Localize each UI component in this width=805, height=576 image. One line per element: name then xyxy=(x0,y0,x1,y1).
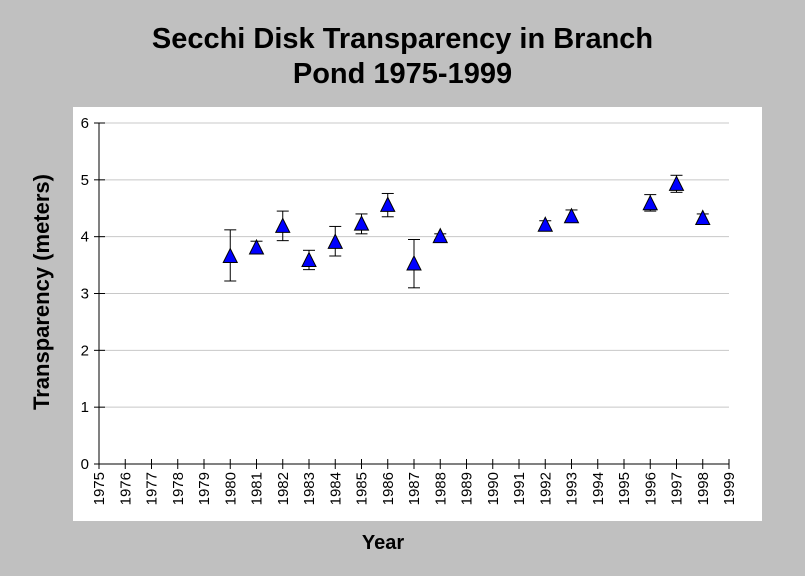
x-tick-label: 1979 xyxy=(196,472,213,505)
data-point-1983 xyxy=(301,251,317,268)
x-tick-label: 1996 xyxy=(642,472,659,505)
data-point-1981 xyxy=(248,238,265,255)
data-point-1986 xyxy=(379,196,396,212)
x-tick-label: 1990 xyxy=(485,472,502,505)
data-point-1992 xyxy=(537,216,554,232)
x-tick-label: 1983 xyxy=(301,472,318,505)
x-tick-label: 1987 xyxy=(406,472,423,505)
x-tick-label: 1975 xyxy=(91,472,108,505)
y-tick-label: 3 xyxy=(81,286,89,303)
x-tick-label: 1984 xyxy=(327,472,344,505)
x-tick-label: 1994 xyxy=(590,472,607,505)
x-tick-label: 1985 xyxy=(354,472,371,505)
x-tick-label: 1977 xyxy=(144,472,161,505)
x-tick-label: 1995 xyxy=(616,472,633,505)
x-tick-label: 1982 xyxy=(275,472,292,505)
x-tick-label: 1993 xyxy=(564,472,581,505)
y-tick-label: 5 xyxy=(81,172,89,189)
y-tick-label: 2 xyxy=(81,342,89,359)
data-point-1987 xyxy=(406,254,422,271)
y-tick-label: 0 xyxy=(81,456,89,473)
data-point-1988 xyxy=(432,227,449,244)
data-point-1984 xyxy=(327,233,344,249)
x-tick-label: 1978 xyxy=(170,472,187,505)
x-tick-label: 1989 xyxy=(459,472,476,505)
x-tick-label: 1986 xyxy=(380,472,397,505)
x-tick-label: 1988 xyxy=(432,472,449,505)
data-point-1982 xyxy=(274,217,291,233)
data-point-1985 xyxy=(353,215,370,231)
data-point-1993 xyxy=(563,207,580,224)
x-axis-label: Year xyxy=(361,532,405,554)
chart-title-line-2: Pond 1975-1999 xyxy=(292,58,513,90)
plot-area xyxy=(73,107,762,521)
data-point-1998 xyxy=(694,209,711,225)
data-point-1996 xyxy=(642,194,659,211)
y-tick-label: 4 xyxy=(81,229,89,246)
y-tick-label: 1 xyxy=(81,399,89,416)
x-tick-label: 1976 xyxy=(117,472,134,505)
data-point-1997 xyxy=(668,175,685,191)
x-tick-label: 1991 xyxy=(511,472,528,505)
x-tick-label: 1981 xyxy=(249,472,266,505)
data-point-1980 xyxy=(222,247,239,264)
chart-title-line-1: Secchi Disk Transparency in Branch xyxy=(151,23,654,55)
x-tick-label: 1997 xyxy=(669,472,686,505)
x-tick-label: 1998 xyxy=(695,472,712,505)
x-tick-label: 1992 xyxy=(537,472,554,505)
y-tick-label: 6 xyxy=(81,115,89,132)
x-tick-label: 1999 xyxy=(721,472,738,505)
x-tick-label: 1980 xyxy=(222,472,239,505)
